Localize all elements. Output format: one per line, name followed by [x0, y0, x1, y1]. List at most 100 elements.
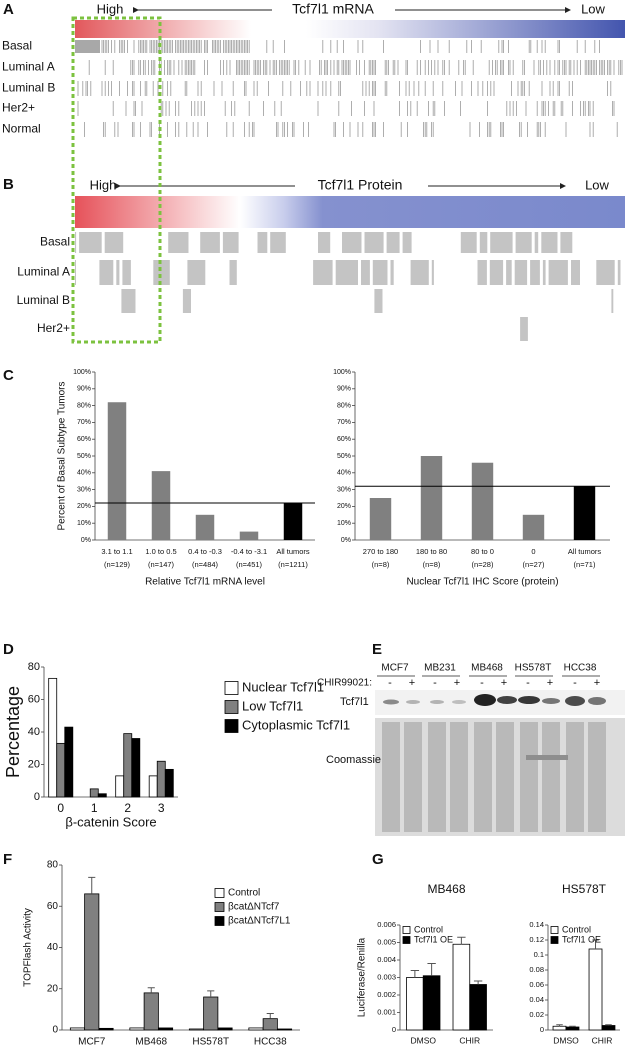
legend-swatch	[224, 700, 239, 714]
panel-letter: E	[372, 641, 382, 658]
x-tick-label: CHIR	[592, 1035, 613, 1045]
legend-swatch	[214, 902, 225, 912]
bar	[129, 1027, 145, 1031]
x-tick-label: 1	[91, 801, 98, 815]
x-tick-label: -0.4 to -3.1	[231, 547, 267, 556]
block-texture	[520, 317, 528, 341]
treatment-sign: +	[454, 677, 460, 689]
bar	[64, 726, 74, 798]
y-tick-label: 30%	[77, 486, 91, 493]
legend-swatch	[214, 916, 225, 926]
legend-label: Nuclear Tcf7l1	[242, 679, 324, 694]
bar	[276, 1028, 293, 1031]
row-label: Basal	[40, 235, 70, 249]
y-axis-label: TOPFlash Activity	[23, 908, 34, 987]
x-tick-label: 270 to 180	[363, 547, 398, 556]
band-label: Tcf7l1	[340, 696, 369, 708]
gradient-bar	[75, 20, 625, 38]
y-tick-label: 20	[28, 758, 40, 770]
treatment-label: CHIR99021:	[317, 678, 372, 689]
y-tick-label: 0.12	[529, 935, 544, 944]
bar	[48, 677, 58, 798]
bar	[471, 462, 494, 540]
bar	[164, 768, 174, 798]
bar	[203, 996, 219, 1031]
bar	[283, 503, 303, 540]
bar	[98, 1027, 114, 1031]
cell-line-label: MB468	[471, 663, 503, 674]
x-tick-label: 3.1 to 1.1	[101, 547, 132, 556]
cell-line-label: MCF7	[381, 663, 409, 674]
legend-label: Control	[562, 924, 591, 934]
y-tick-label: 0.14	[529, 920, 544, 929]
heatmap-high: High	[97, 1, 124, 16]
bar	[262, 1018, 278, 1031]
heatmap-low: Low	[585, 177, 609, 192]
treatment-sign: -	[480, 677, 484, 689]
x-tick-label: DMSO	[553, 1035, 579, 1045]
row-label: Luminal A	[2, 60, 55, 74]
error-bar	[556, 1024, 563, 1027]
legend-swatch	[550, 926, 559, 934]
y-tick-label: 0	[52, 1025, 58, 1036]
highlight-box	[71, 16, 162, 344]
y-tick-label: 70%	[77, 419, 91, 426]
treatment-sign: -	[433, 677, 437, 689]
x-tick-label: HCC38	[254, 1037, 287, 1048]
barcode-texture	[88, 60, 623, 75]
western-blot	[375, 690, 625, 836]
legend-swatch	[224, 719, 239, 733]
y-tick-label: 0.005	[377, 937, 396, 946]
y-tick-label: 20%	[337, 503, 351, 510]
x-tick-count: (n=484)	[192, 560, 219, 569]
treatment-sign: -	[388, 677, 392, 689]
y-tick-label: 0.006	[377, 920, 396, 929]
y-tick-label: 0.02	[529, 1010, 544, 1019]
error-bar	[207, 990, 215, 997]
y-tick-label: 60%	[77, 436, 91, 443]
x-tick-count: (n=1211)	[278, 560, 308, 569]
row-label: Basal	[2, 39, 32, 53]
x-tick-label: 80 to 0	[471, 547, 494, 556]
row-label: Her2+	[37, 321, 70, 335]
legend-label: βcatΔNTcf7	[228, 902, 280, 913]
x-tick-count: (n=451)	[236, 560, 263, 569]
legend-label: Low Tcf7l1	[242, 698, 303, 713]
stain-label: Coomassie	[326, 754, 381, 766]
bar	[151, 471, 171, 540]
x-tick-count: (n=71)	[574, 560, 596, 569]
y-tick-label: 60	[47, 901, 59, 912]
bar	[217, 1027, 233, 1031]
y-tick-label: 0	[540, 1025, 544, 1034]
treatment-sign: +	[594, 677, 600, 689]
error-bar	[592, 939, 599, 949]
row-label: Her2+	[2, 101, 35, 115]
x-axis-label: Relative Tcf7l1 mRNA level	[145, 577, 265, 588]
gradient-bar	[75, 196, 625, 228]
y-axis-label: Luciferase/Renilla	[357, 937, 368, 1017]
x-tick-label: HS578T	[192, 1037, 229, 1048]
x-tick-label: 3	[158, 801, 165, 815]
panel-letter: F	[3, 851, 12, 868]
error-bar	[147, 987, 155, 993]
bar	[84, 893, 100, 1031]
error-bar	[410, 970, 420, 978]
y-tick-label: 100%	[73, 369, 91, 376]
legend-label: βcatΔNTcf7L1	[228, 916, 291, 927]
legend-label: Tcf7l1 OE	[414, 934, 453, 944]
treatment-sign: -	[526, 677, 530, 689]
x-tick-label: All tumors	[568, 547, 602, 556]
legend-swatch	[402, 936, 411, 944]
y-tick-label: 0.08	[529, 965, 544, 974]
x-tick-count: (n=147)	[148, 560, 175, 569]
bar	[420, 456, 443, 540]
y-tick-label: 20	[47, 983, 59, 994]
y-tick-label: 40	[28, 726, 40, 738]
x-tick-label: 0.4 to -0.3	[188, 547, 222, 556]
bar	[157, 1027, 174, 1031]
y-tick-label: 30%	[337, 486, 351, 493]
x-axis-label: β-catenin Score	[65, 814, 156, 829]
row-label: Luminal B	[17, 293, 70, 307]
panel-letter: A	[3, 1, 14, 18]
x-tick-label: 0	[531, 547, 535, 556]
